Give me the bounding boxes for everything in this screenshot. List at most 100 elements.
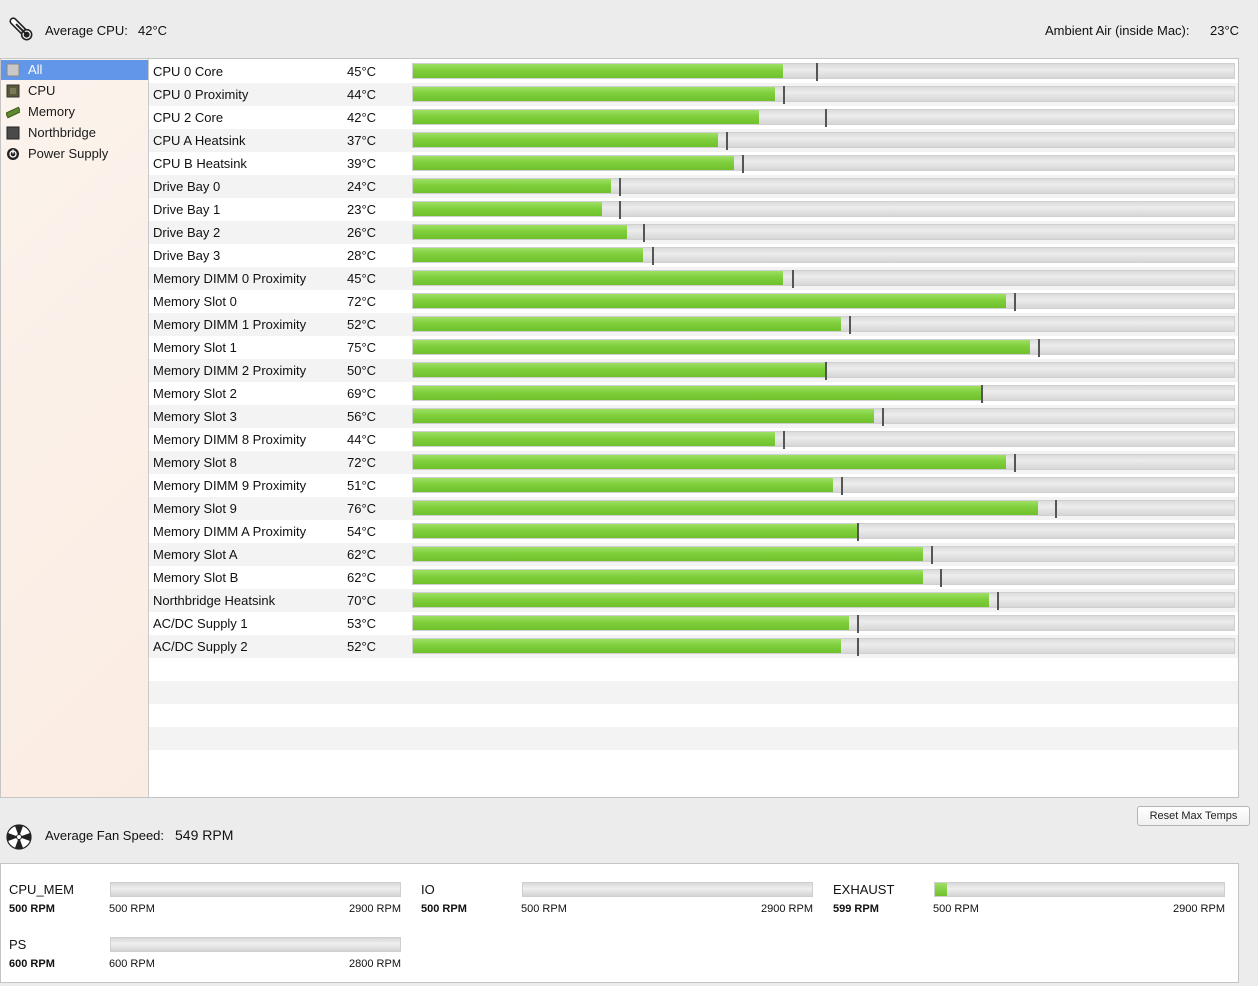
fan-current-speed: 500 RPM bbox=[421, 903, 467, 915]
fan-name: IO bbox=[421, 882, 435, 897]
max-temperature-marker bbox=[1014, 454, 1016, 472]
sensor-row: AC/DC Supply 1 53°C bbox=[149, 612, 1238, 635]
sidebar-item-memory[interactable]: Memory bbox=[1, 102, 148, 122]
max-temperature-marker bbox=[857, 615, 859, 633]
sensor-name: Memory Slot 3 bbox=[153, 409, 237, 424]
fan-panel: CPU_MEM 500 RPM 500 RPM 2900 RPM IO 500 RPM 50… bbox=[0, 863, 1239, 983]
sensor-row: CPU 2 Core 42°C bbox=[149, 106, 1238, 129]
sensor-row: CPU A Heatsink 37°C bbox=[149, 129, 1238, 152]
fan-icon bbox=[6, 824, 32, 850]
sensor-row: Memory Slot 9 76°C bbox=[149, 497, 1238, 520]
sensor-temperature: 44°C bbox=[347, 87, 377, 102]
empty-row bbox=[149, 658, 1238, 681]
temperature-bar bbox=[412, 546, 1235, 564]
temperature-bar bbox=[412, 224, 1235, 242]
fan-speed-bar bbox=[110, 882, 401, 897]
sensor-name: Memory DIMM 1 Proximity bbox=[153, 317, 307, 332]
sensor-temperature: 44°C bbox=[347, 432, 377, 447]
sensor-name: CPU B Heatsink bbox=[153, 156, 247, 171]
max-temperature-marker bbox=[652, 247, 654, 265]
sensor-name: Drive Bay 3 bbox=[153, 248, 221, 263]
sensor-row: Memory DIMM 8 Proximity 44°C bbox=[149, 428, 1238, 451]
fan-current-speed: 599 RPM bbox=[833, 903, 879, 915]
sensor-name: AC/DC Supply 1 bbox=[153, 616, 248, 631]
ambient-air-value: 23°C bbox=[1210, 23, 1240, 38]
sidebar-item-label: Memory bbox=[28, 104, 75, 119]
fan-io: IO 500 RPM 500 RPM 2900 RPM bbox=[413, 871, 813, 921]
sensor-name: Drive Bay 0 bbox=[153, 179, 221, 194]
sensor-temperature: 62°C bbox=[347, 570, 377, 585]
sidebar-item-all[interactable]: All bbox=[1, 60, 148, 80]
max-temperature-marker bbox=[841, 477, 843, 495]
sensor-row: Memory Slot B 62°C bbox=[149, 566, 1238, 589]
temperature-bar-fill bbox=[413, 501, 1038, 515]
sensor-name: Memory Slot B bbox=[153, 570, 239, 585]
sensor-row: Memory DIMM 9 Proximity 51°C bbox=[149, 474, 1238, 497]
sensor-row: Drive Bay 2 26°C bbox=[149, 221, 1238, 244]
temperature-bar-fill bbox=[413, 294, 1006, 308]
temperature-bar-fill bbox=[413, 202, 602, 216]
temperature-bar bbox=[412, 178, 1235, 196]
sidebar-item-power-supply[interactable]: Power Supply bbox=[1, 144, 148, 164]
temperature-bar bbox=[412, 86, 1235, 104]
max-temperature-marker bbox=[981, 385, 983, 403]
sensor-temperature: 45°C bbox=[347, 64, 377, 79]
thermometer-icon bbox=[9, 17, 33, 41]
temperature-bar bbox=[412, 270, 1235, 288]
sensor-name: Memory DIMM 8 Proximity bbox=[153, 432, 307, 447]
temperature-bar bbox=[412, 431, 1235, 449]
sensor-name: Memory Slot 1 bbox=[153, 340, 237, 355]
power-supply-icon bbox=[7, 148, 19, 160]
temperature-bar bbox=[412, 362, 1235, 380]
fan-ps: PS 600 RPM 600 RPM 2800 RPM bbox=[1, 926, 401, 976]
sensor-row: Memory DIMM 2 Proximity 50°C bbox=[149, 359, 1238, 382]
fan-speed-bar bbox=[522, 882, 813, 897]
all-icon bbox=[6, 63, 20, 77]
temperature-bar-fill bbox=[413, 524, 857, 538]
reset-max-temps-button[interactable]: Reset Max Temps bbox=[1137, 806, 1250, 826]
empty-row bbox=[149, 704, 1238, 727]
temperature-bar-fill bbox=[413, 340, 1030, 354]
sensor-name: AC/DC Supply 2 bbox=[153, 639, 248, 654]
sensor-row: Memory Slot 8 72°C bbox=[149, 451, 1238, 474]
max-temperature-marker bbox=[849, 316, 851, 334]
temperature-bar-fill bbox=[413, 87, 775, 101]
sensor-name: Memory Slot 8 bbox=[153, 455, 237, 470]
temperature-bar bbox=[412, 454, 1235, 472]
fan-speed-bar-fill bbox=[935, 883, 947, 896]
sensor-name: Memory DIMM 9 Proximity bbox=[153, 478, 307, 493]
temperature-bar-fill bbox=[413, 616, 849, 630]
temperature-bar bbox=[412, 155, 1235, 173]
average-cpu-label: Average CPU: bbox=[45, 23, 128, 38]
max-temperature-marker bbox=[940, 569, 942, 587]
fan-min-speed: 500 RPM bbox=[109, 903, 155, 915]
max-temperature-marker bbox=[1055, 500, 1057, 518]
temperature-bar-fill bbox=[413, 409, 874, 423]
temperature-bar-fill bbox=[413, 225, 627, 239]
temperature-bar bbox=[412, 385, 1235, 403]
fan-min-speed: 600 RPM bbox=[109, 958, 155, 970]
sensor-temperature: 50°C bbox=[347, 363, 377, 378]
max-temperature-marker bbox=[825, 109, 827, 127]
max-temperature-marker bbox=[643, 224, 645, 242]
sensor-temperature: 39°C bbox=[347, 156, 377, 171]
temperature-bar-fill bbox=[413, 547, 923, 561]
fan-current-speed: 500 RPM bbox=[9, 903, 55, 915]
sensor-row: Northbridge Heatsink 70°C bbox=[149, 589, 1238, 612]
max-temperature-marker bbox=[857, 638, 859, 656]
sensor-row: CPU 0 Core 45°C bbox=[149, 60, 1238, 83]
cpu-chip-icon bbox=[6, 84, 20, 98]
sensor-row: Memory Slot 0 72°C bbox=[149, 290, 1238, 313]
sidebar-item-northbridge[interactable]: Northbridge bbox=[1, 123, 148, 143]
sensor-name: Northbridge Heatsink bbox=[153, 593, 276, 608]
max-temperature-marker bbox=[742, 155, 744, 173]
temperature-bar bbox=[412, 132, 1235, 150]
sensor-temperature: 45°C bbox=[347, 271, 377, 286]
temperature-bar-fill bbox=[413, 110, 759, 124]
northbridge-chip-icon bbox=[6, 126, 20, 140]
sensor-row: CPU B Heatsink 39°C bbox=[149, 152, 1238, 175]
max-temperature-marker bbox=[726, 132, 728, 150]
sidebar-item-cpu[interactable]: CPU bbox=[1, 81, 148, 101]
temperature-bar-fill bbox=[413, 570, 923, 584]
sensor-row: Memory Slot A 62°C bbox=[149, 543, 1238, 566]
